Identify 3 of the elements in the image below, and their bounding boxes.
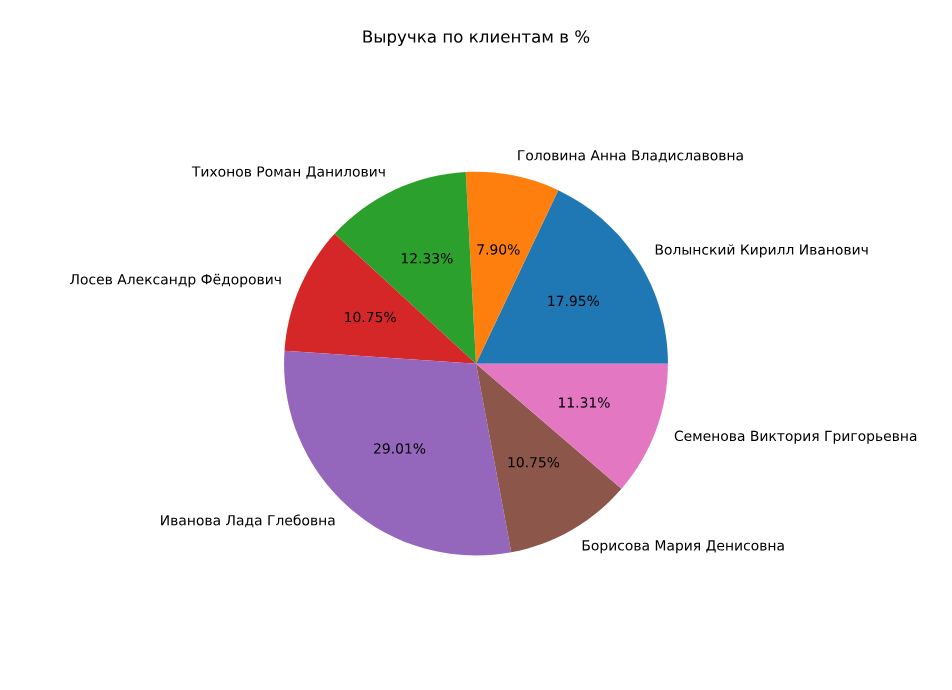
pie-slice <box>476 363 668 489</box>
chart-title: Выручка по клиентам в % <box>363 30 590 47</box>
pie-slice <box>284 233 476 364</box>
